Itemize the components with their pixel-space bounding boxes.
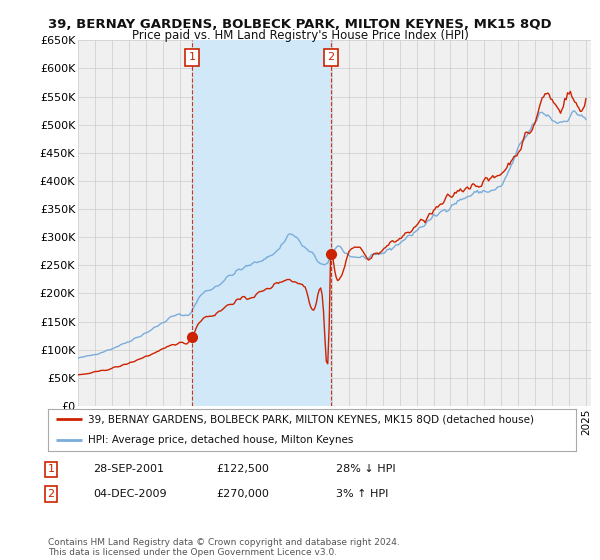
Bar [192, 40, 331, 406]
Text: Price paid vs. HM Land Registry's House Price Index (HPI): Price paid vs. HM Land Registry's House … [131, 29, 469, 42]
Text: 2: 2 [47, 489, 55, 499]
Text: £122,500: £122,500 [216, 464, 269, 474]
Text: HPI: Average price, detached house, Milton Keynes: HPI: Average price, detached house, Milt… [88, 435, 353, 445]
Text: 1: 1 [189, 52, 196, 62]
Text: 39, BERNAY GARDENS, BOLBECK PARK, MILTON KEYNES, MK15 8QD: 39, BERNAY GARDENS, BOLBECK PARK, MILTON… [48, 18, 552, 31]
Text: Contains HM Land Registry data © Crown copyright and database right 2024.
This d: Contains HM Land Registry data © Crown c… [48, 538, 400, 557]
Text: 2: 2 [327, 52, 334, 62]
Text: 28% ↓ HPI: 28% ↓ HPI [336, 464, 395, 474]
Text: 04-DEC-2009: 04-DEC-2009 [93, 489, 167, 499]
Text: 3% ↑ HPI: 3% ↑ HPI [336, 489, 388, 499]
Text: 28-SEP-2001: 28-SEP-2001 [93, 464, 164, 474]
Text: 39, BERNAY GARDENS, BOLBECK PARK, MILTON KEYNES, MK15 8QD (detached house): 39, BERNAY GARDENS, BOLBECK PARK, MILTON… [88, 414, 533, 424]
Text: £270,000: £270,000 [216, 489, 269, 499]
Text: 1: 1 [47, 464, 55, 474]
